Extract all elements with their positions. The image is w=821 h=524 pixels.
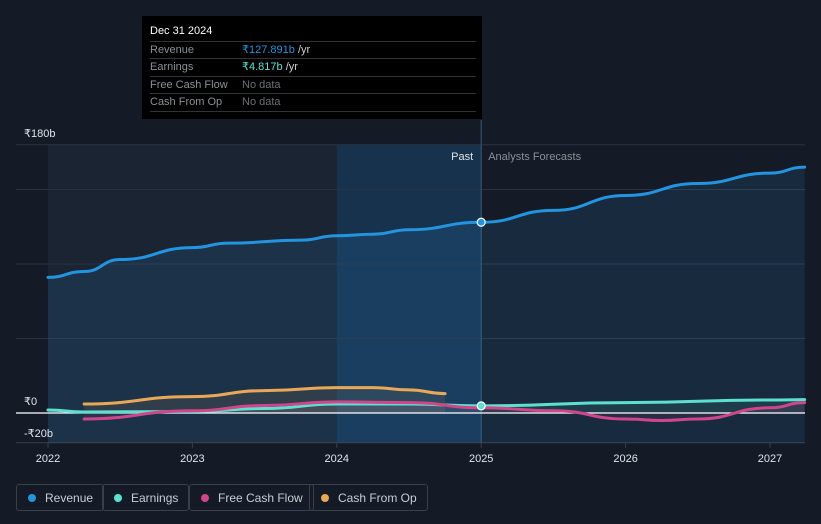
past-label: Past bbox=[451, 151, 473, 163]
y-tick-label: ₹180b bbox=[24, 128, 55, 140]
legend-revenue[interactable]: Revenue bbox=[16, 484, 105, 511]
series-area-cash-from-op bbox=[84, 387, 446, 413]
series-line-revenue bbox=[46, 165, 807, 279]
series-area-revenue bbox=[48, 167, 805, 443]
tooltip-value: No data bbox=[242, 96, 281, 108]
x-tick-label: 2023 bbox=[180, 453, 204, 465]
legend-label: Earnings bbox=[131, 491, 179, 505]
tooltip-value: ₹4.817b bbox=[242, 61, 283, 73]
legend-label: Revenue bbox=[45, 491, 94, 505]
tooltip-row-earnings: Earnings ₹4.817b /yr bbox=[150, 58, 476, 76]
earnings-dot-icon bbox=[114, 494, 122, 502]
legend-free-cash-flow[interactable]: Free Cash Flow bbox=[189, 484, 314, 511]
tooltip-label: Cash From Op bbox=[150, 96, 223, 108]
tooltip-label: Revenue bbox=[150, 44, 195, 56]
x-tick-label: 2024 bbox=[325, 453, 349, 465]
revenue-dot-icon bbox=[28, 494, 36, 502]
series-line-cash-from-op bbox=[82, 386, 447, 406]
tooltip-label: Earnings bbox=[150, 61, 194, 73]
cfo-dot-icon bbox=[321, 494, 329, 502]
tooltip-row-revenue: Revenue ₹127.891b /yr bbox=[150, 41, 476, 59]
revenue-marker bbox=[476, 217, 486, 227]
y-tick-label: -₹20b bbox=[24, 428, 53, 440]
legend-label: Free Cash Flow bbox=[218, 491, 303, 505]
earnings-marker bbox=[476, 401, 486, 411]
x-tick-label: 2027 bbox=[758, 453, 782, 465]
fcf-dot-icon bbox=[201, 494, 209, 502]
tooltip-row-fcf: Free Cash Flow No data bbox=[150, 76, 476, 94]
tooltip-unit: /yr bbox=[282, 61, 298, 73]
series-line-earnings bbox=[46, 398, 807, 414]
tooltip-value: No data bbox=[242, 79, 281, 91]
highlight-region bbox=[336, 144, 482, 443]
tooltip-unit: /yr bbox=[294, 44, 311, 56]
legend-earnings[interactable]: Earnings bbox=[102, 484, 190, 511]
legend-cash-from-op[interactable]: Cash From Op bbox=[309, 484, 428, 511]
tooltip-date: Dec 31 2024 bbox=[150, 25, 213, 37]
x-tick-label: 2025 bbox=[469, 453, 493, 465]
forecast-label: Analysts Forecasts bbox=[488, 151, 581, 163]
tooltip: Dec 31 2024 Revenue ₹127.891b /yr Earning… bbox=[142, 16, 482, 119]
tooltip-value: ₹127.891b bbox=[242, 44, 295, 56]
series-line-free-cash-flow bbox=[82, 400, 807, 422]
x-tick-label: 2022 bbox=[36, 453, 60, 465]
legend-label: Cash From Op bbox=[338, 491, 417, 505]
y-tick-label: ₹0 bbox=[24, 396, 37, 408]
tooltip-row-cfo: Cash From Op No data bbox=[150, 93, 476, 112]
x-tick-label: 2026 bbox=[613, 453, 637, 465]
tooltip-label: Free Cash Flow bbox=[150, 79, 228, 91]
